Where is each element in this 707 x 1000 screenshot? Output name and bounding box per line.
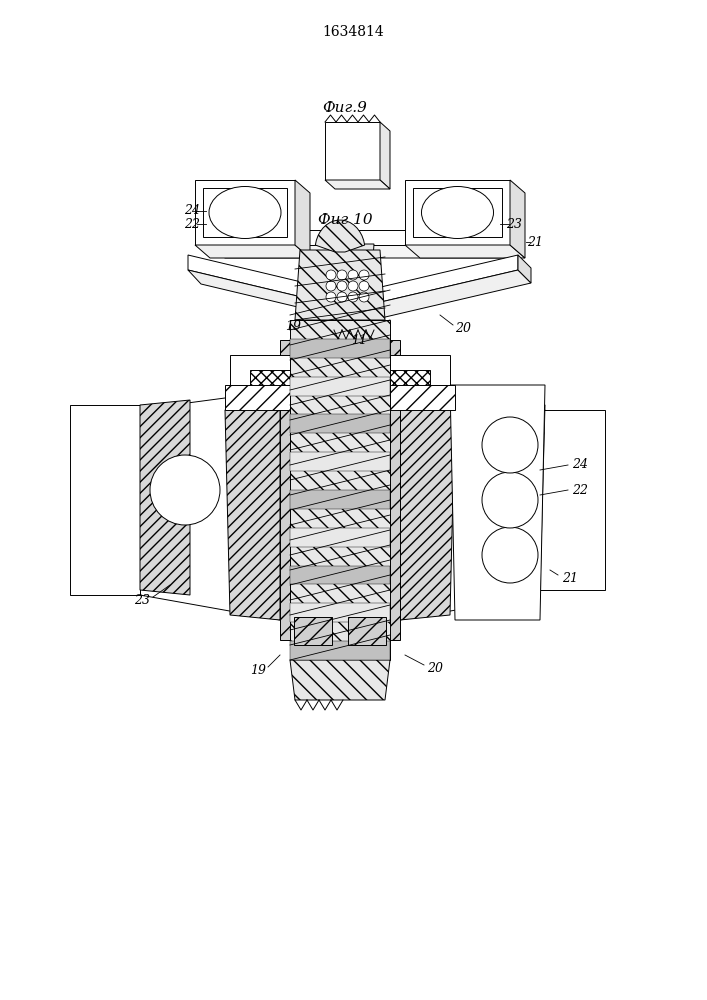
Polygon shape <box>188 255 335 305</box>
Polygon shape <box>290 603 390 622</box>
Polygon shape <box>500 230 515 258</box>
Polygon shape <box>290 377 390 396</box>
Polygon shape <box>290 414 390 433</box>
Text: Фиг.9: Фиг.9 <box>322 101 368 115</box>
Polygon shape <box>325 122 380 180</box>
Circle shape <box>337 270 347 280</box>
Polygon shape <box>490 400 545 595</box>
Polygon shape <box>290 320 390 660</box>
Polygon shape <box>294 617 332 645</box>
Polygon shape <box>290 641 390 660</box>
Polygon shape <box>325 180 390 189</box>
Polygon shape <box>295 180 310 258</box>
Polygon shape <box>395 390 545 620</box>
Ellipse shape <box>421 186 493 238</box>
Text: 20: 20 <box>455 322 471 334</box>
Polygon shape <box>290 566 390 584</box>
Circle shape <box>359 292 369 302</box>
Text: 20: 20 <box>427 662 443 674</box>
Polygon shape <box>250 370 290 405</box>
Polygon shape <box>413 188 502 237</box>
Circle shape <box>359 270 369 280</box>
Text: 23: 23 <box>134 593 150 606</box>
Text: 23: 23 <box>506 218 522 231</box>
Text: 21: 21 <box>562 572 578 584</box>
Circle shape <box>359 281 369 291</box>
Text: 1634814: 1634814 <box>322 25 384 39</box>
Text: 19: 19 <box>285 320 301 332</box>
Polygon shape <box>195 245 310 258</box>
Circle shape <box>482 417 538 473</box>
Polygon shape <box>335 290 348 319</box>
Text: 21: 21 <box>527 235 543 248</box>
Circle shape <box>337 292 347 302</box>
Polygon shape <box>390 370 430 405</box>
Circle shape <box>326 270 336 280</box>
Text: 24: 24 <box>184 205 200 218</box>
Polygon shape <box>140 400 190 595</box>
Polygon shape <box>328 244 374 330</box>
Polygon shape <box>510 180 525 258</box>
Circle shape <box>482 527 538 583</box>
Polygon shape <box>290 528 390 547</box>
Circle shape <box>326 292 336 302</box>
Polygon shape <box>405 180 510 245</box>
Polygon shape <box>203 188 287 237</box>
Polygon shape <box>290 660 390 700</box>
Polygon shape <box>348 617 386 645</box>
Polygon shape <box>518 255 531 283</box>
Circle shape <box>482 472 538 528</box>
Polygon shape <box>70 405 140 595</box>
Text: 22: 22 <box>572 484 588 496</box>
Polygon shape <box>280 340 400 640</box>
Text: 11: 11 <box>351 334 367 347</box>
Polygon shape <box>290 490 390 509</box>
Polygon shape <box>225 405 280 620</box>
Circle shape <box>326 281 336 291</box>
Polygon shape <box>230 355 290 385</box>
Polygon shape <box>368 255 518 305</box>
Polygon shape <box>390 355 450 385</box>
Polygon shape <box>450 385 545 620</box>
Circle shape <box>348 292 358 302</box>
Polygon shape <box>188 270 348 319</box>
Ellipse shape <box>209 186 281 238</box>
Text: 22: 22 <box>184 218 200 231</box>
Polygon shape <box>540 410 605 590</box>
Circle shape <box>348 281 358 291</box>
Polygon shape <box>210 245 515 258</box>
Polygon shape <box>290 339 390 358</box>
Polygon shape <box>400 405 455 620</box>
Circle shape <box>150 455 220 525</box>
Polygon shape <box>290 452 390 471</box>
Circle shape <box>337 281 347 291</box>
Polygon shape <box>135 390 285 620</box>
Polygon shape <box>225 385 290 410</box>
Text: 24: 24 <box>572 458 588 472</box>
Polygon shape <box>195 180 295 245</box>
Text: Фиг 10: Фиг 10 <box>317 213 373 227</box>
Polygon shape <box>405 245 525 258</box>
Polygon shape <box>390 385 455 410</box>
Polygon shape <box>295 250 385 320</box>
Circle shape <box>348 270 358 280</box>
Polygon shape <box>315 220 365 252</box>
Text: 19: 19 <box>250 664 266 676</box>
Polygon shape <box>210 230 500 245</box>
Polygon shape <box>380 122 390 189</box>
Polygon shape <box>368 270 531 318</box>
